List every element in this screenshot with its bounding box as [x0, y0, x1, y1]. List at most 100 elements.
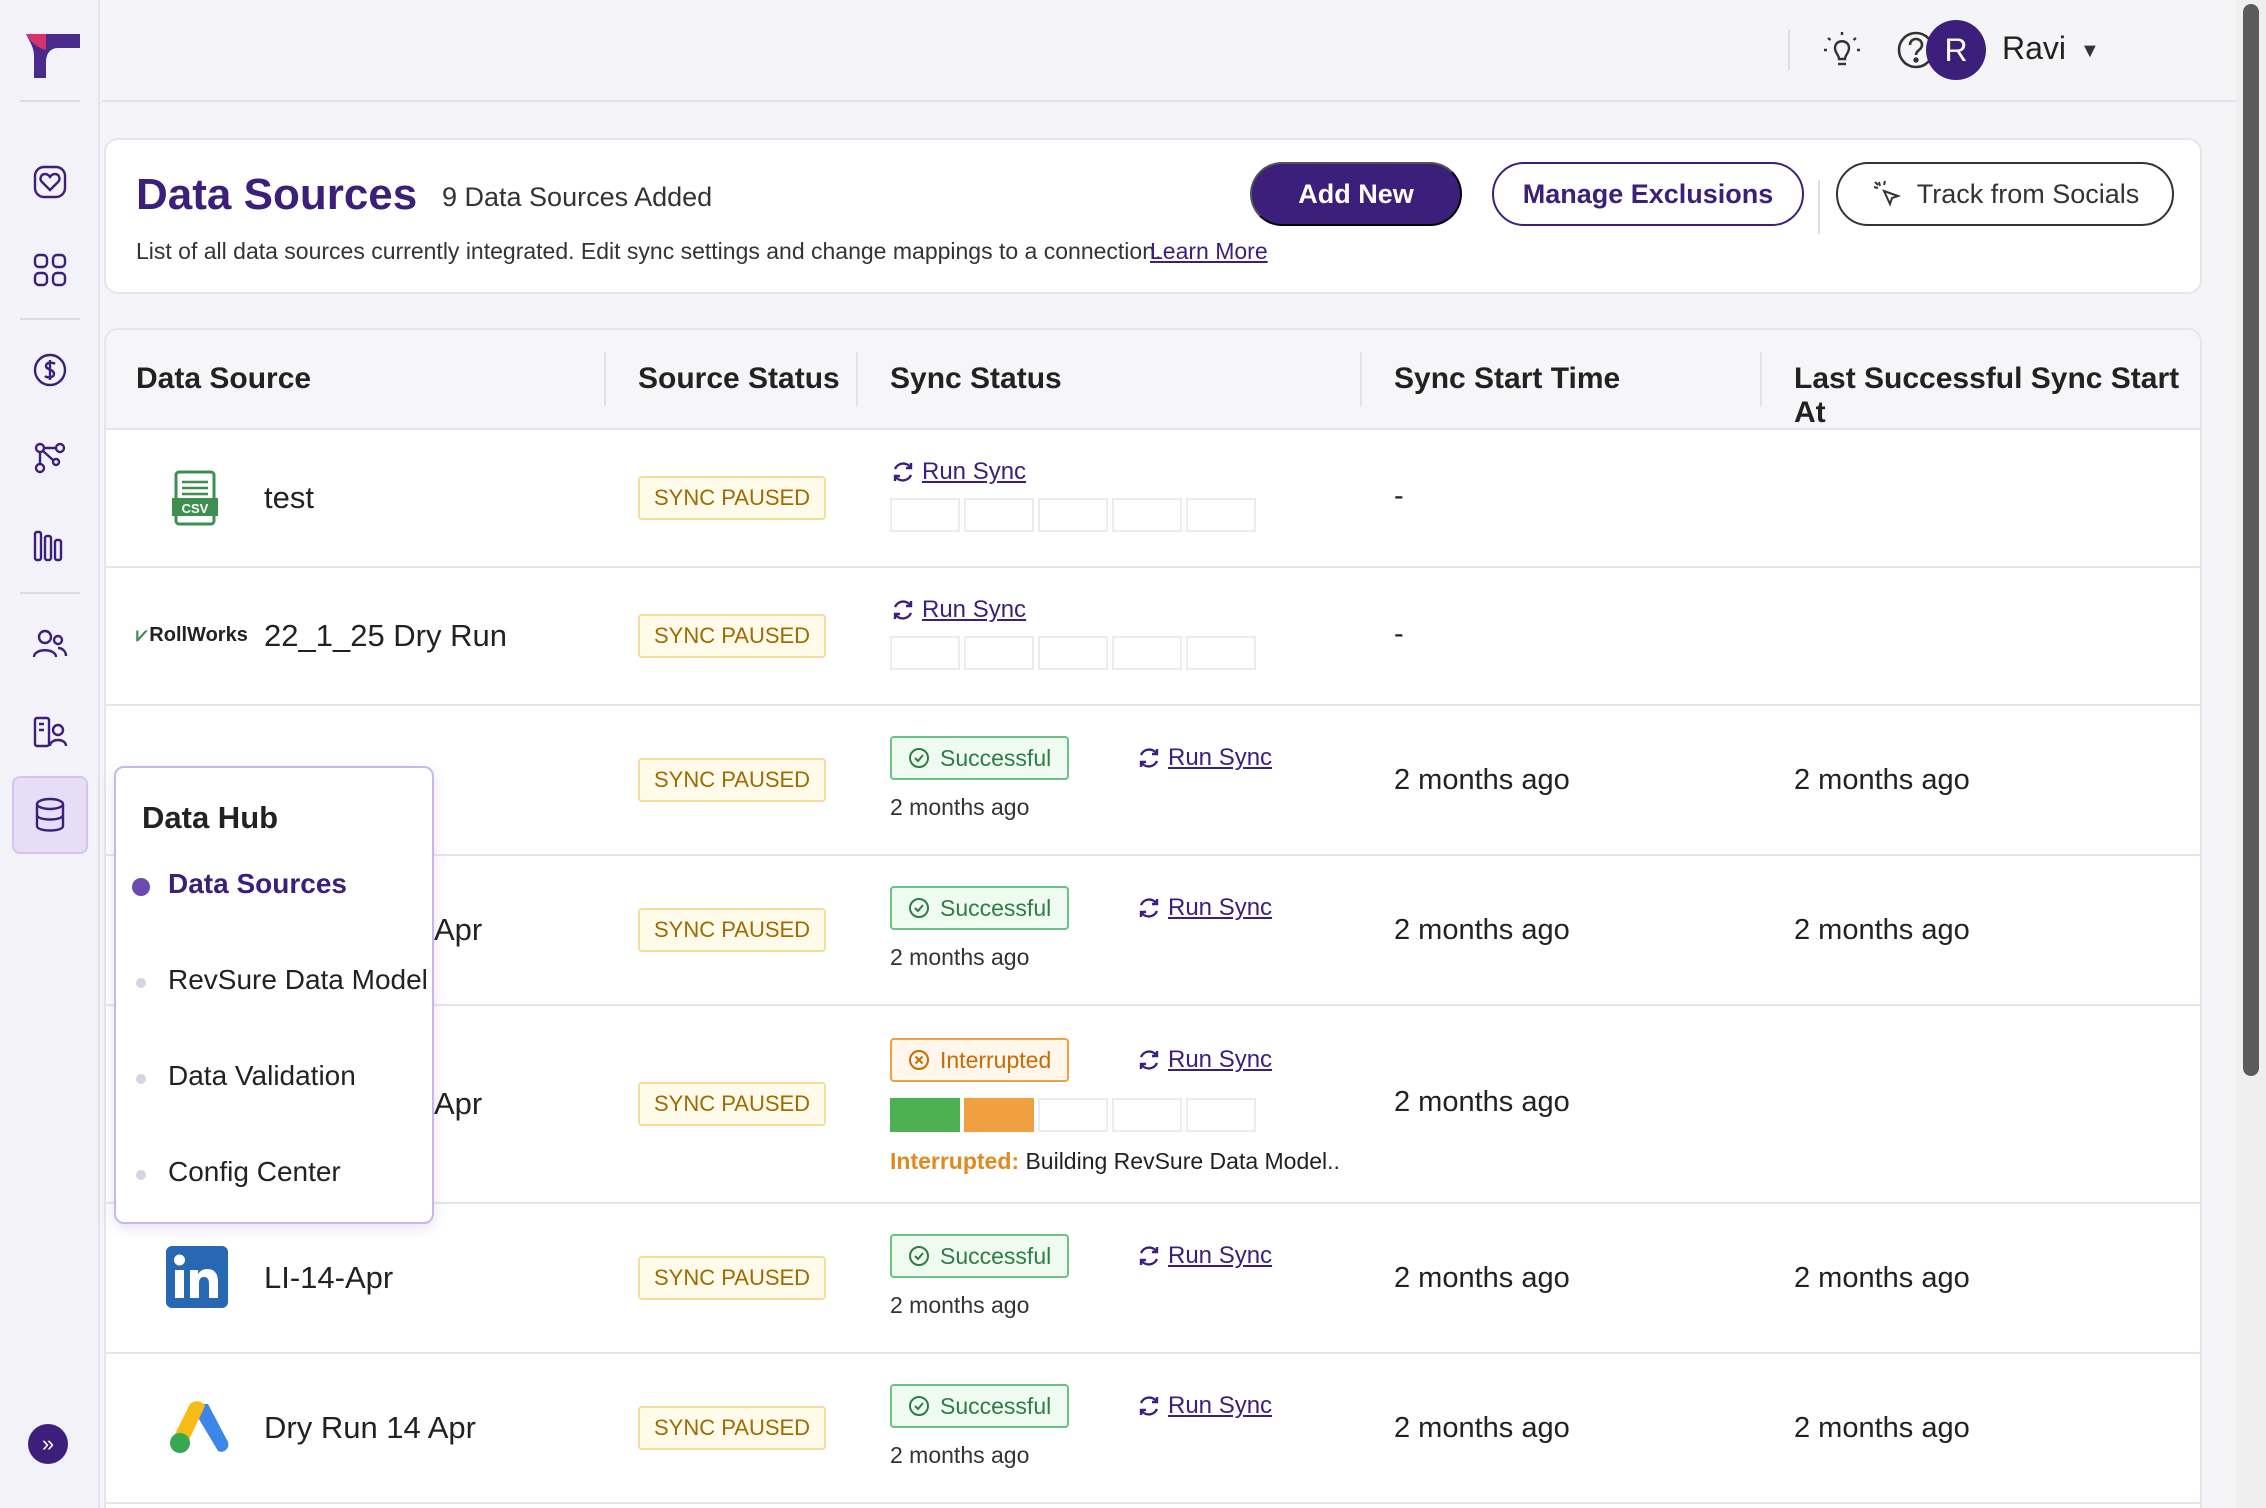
table-row[interactable]: ⩗ RollWorks 22_1_25 Dry Run SYNC PAUSED …: [106, 568, 2200, 706]
run-sync-label: Run Sync: [1168, 1242, 1273, 1269]
learn-more-link[interactable]: Learn More: [1150, 238, 1268, 264]
refresh-icon: [1139, 1246, 1159, 1266]
sidebar-item-data-hub[interactable]: [12, 776, 88, 854]
check-circle-icon: [909, 1246, 929, 1266]
sidebar-divider: [20, 100, 80, 102]
bulb-icon[interactable]: [1818, 26, 1866, 74]
refresh-icon: [1139, 748, 1159, 768]
sidebar-item-health[interactable]: [24, 156, 76, 208]
user-name[interactable]: Ravi: [2002, 30, 2067, 66]
run-sync-label: Run Sync: [1168, 894, 1273, 921]
run-sync-label: Run Sync: [1168, 1046, 1273, 1073]
run-sync-link[interactable]: Run Sync: [890, 458, 1026, 486]
column-divider: [856, 352, 858, 406]
track-from-socials-label: Track from Socials: [1916, 178, 2140, 209]
run-sync-label: Run Sync: [1168, 1392, 1273, 1419]
data-source-name[interactable]: Apr: [434, 912, 483, 947]
sync-ago: 2 months ago: [890, 1292, 1030, 1318]
topbar-divider: [1788, 30, 1790, 70]
sync-start-time: 2 months ago: [1394, 1086, 1570, 1118]
data-hub-title: Data Hub: [142, 800, 279, 835]
table-row[interactable]: Dry Run 14 Apr SYNC PAUSED Successful 2 …: [106, 1354, 2200, 1504]
menu-item-config-center[interactable]: Config Center: [168, 1156, 341, 1187]
google-ads-icon: [170, 1401, 229, 1453]
page-header: Data Sources 9 Data Sources Added List o…: [104, 138, 2202, 294]
double-chevron-right-icon: »: [41, 1431, 55, 1456]
grid-icon: [33, 253, 67, 287]
add-new-button[interactable]: Add New: [1250, 162, 1462, 226]
manage-exclusions-button[interactable]: Manage Exclusions: [1492, 162, 1804, 226]
csv-logo-label: CSV: [181, 501, 209, 516]
sync-start-time: 2 months ago: [1394, 764, 1570, 796]
run-sync-link[interactable]: Run Sync: [1136, 1046, 1272, 1074]
table-row[interactable]: LI-14-Apr SYNC PAUSED Successful 2 month…: [106, 1204, 2200, 1354]
revsure-logo[interactable]: [24, 30, 82, 80]
dot-icon: [136, 978, 146, 988]
table-row[interactable]: CSV test SYNC PAUSED Run Sync -: [106, 430, 2200, 568]
table-row[interactable]: Apr SYNC PAUSED Interrupted Run Sync Int…: [106, 1006, 2200, 1204]
rollworks-logo-label: RollWorks: [149, 624, 248, 646]
run-sync-label: Run Sync: [922, 458, 1027, 485]
dot-icon: [136, 1170, 146, 1180]
sync-start-time: -: [1394, 480, 1404, 512]
caret-down-icon[interactable]: ▼: [2080, 40, 2100, 62]
sync-ago: 2 months ago: [890, 944, 1030, 970]
sidebar-item-reports[interactable]: [24, 520, 76, 572]
data-source-name[interactable]: 22_1_25 Dry Run: [264, 618, 507, 653]
sync-start-time: -: [1394, 618, 1404, 650]
menu-item-data-validation[interactable]: Data Validation: [168, 1060, 356, 1091]
expand-sidebar-button[interactable]: »: [28, 1424, 68, 1464]
sync-status-label: Successful: [940, 744, 1052, 771]
sync-ago: 2 months ago: [890, 794, 1030, 820]
column-divider: [1760, 352, 1762, 406]
data-source-name[interactable]: Apr: [434, 1086, 483, 1121]
table-row[interactable]: SYNC PAUSED Successful 2 months ago Run …: [106, 706, 2200, 856]
dot-icon: [136, 1074, 146, 1084]
menu-item-revsure-data-model[interactable]: RevSure Data Model: [168, 964, 428, 995]
refresh-icon: [1139, 1050, 1159, 1070]
heart-shield-icon: [33, 165, 67, 199]
run-sync-link[interactable]: Run Sync: [890, 596, 1026, 624]
check-circle-icon: [909, 748, 929, 768]
sidebar-item-revenue[interactable]: [24, 344, 76, 396]
last-successful-sync: 2 months ago: [1794, 764, 1970, 796]
data-source-name[interactable]: LI-14-Apr: [264, 1260, 394, 1295]
run-sync-link[interactable]: Run Sync: [1136, 1242, 1272, 1270]
sidebar: »: [0, 0, 100, 1508]
status-badge: SYNC PAUSED: [638, 908, 827, 952]
data-source-name[interactable]: test: [264, 480, 314, 515]
run-sync-link[interactable]: Run Sync: [1136, 894, 1272, 922]
csv-icon: [172, 470, 218, 526]
table-header: Data Source Source Status Sync Status Sy…: [106, 330, 2200, 430]
interrupt-detail: Building RevSure Data Model..: [1025, 1148, 1340, 1174]
sidebar-item-dashboards[interactable]: [24, 244, 76, 296]
scrollbar-track[interactable]: [2236, 0, 2266, 1508]
scrollbar-thumb[interactable]: [2243, 4, 2259, 1076]
sidebar-item-accounts[interactable]: [24, 706, 76, 758]
sidebar-divider: [20, 592, 80, 594]
run-sync-link[interactable]: Run Sync: [1136, 1392, 1272, 1420]
sidebar-divider: [20, 318, 80, 320]
data-source-count: 9 Data Sources Added: [442, 182, 713, 212]
sync-status-label: Successful: [940, 894, 1052, 921]
last-successful-sync: 2 months ago: [1794, 914, 1970, 946]
rollworks-icon: ⩗ RollWorks: [136, 624, 248, 647]
last-successful-sync: 2 months ago: [1794, 1262, 1970, 1294]
sidebar-item-audiences[interactable]: [24, 618, 76, 670]
run-sync-link[interactable]: Run Sync: [1136, 744, 1272, 772]
interrupt-label: Interrupted:: [890, 1148, 1020, 1174]
track-from-socials-button[interactable]: Track from Socials: [1836, 162, 2174, 226]
run-sync-label: Run Sync: [1168, 744, 1273, 771]
menu-item-data-sources[interactable]: Data Sources: [168, 868, 347, 899]
table-row[interactable]: Apr SYNC PAUSED Successful 2 months ago …: [106, 856, 2200, 1006]
sync-status-badge: Successful: [890, 736, 1070, 780]
refresh-icon: [893, 600, 913, 620]
sync-start-time: 2 months ago: [1394, 1262, 1570, 1294]
avatar[interactable]: R: [1926, 20, 1986, 80]
column-header: Sync Start Time: [1394, 362, 1621, 395]
sidebar-item-journeys[interactable]: [24, 432, 76, 484]
data-source-name[interactable]: Dry Run 14 Apr: [264, 1410, 476, 1445]
last-successful-sync: 2 months ago: [1794, 1412, 1970, 1444]
data-sources-table: Data Source Source Status Sync Status Sy…: [104, 328, 2202, 1508]
status-badge: SYNC PAUSED: [638, 758, 827, 802]
